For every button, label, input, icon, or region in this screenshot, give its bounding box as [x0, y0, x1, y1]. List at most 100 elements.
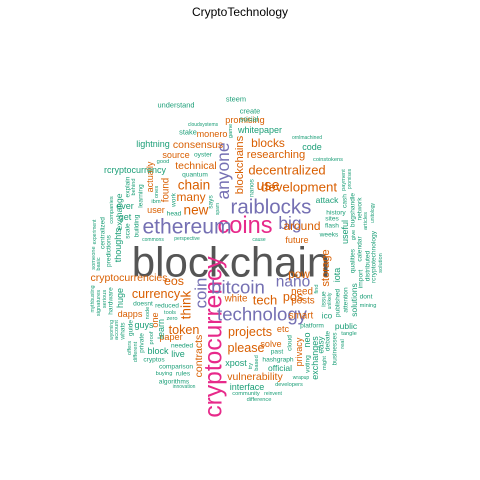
word-raiblocks: raiblocks — [231, 196, 312, 219]
word-real: real — [340, 339, 346, 348]
word-guys: guys — [134, 320, 154, 330]
word-payment: payment — [341, 169, 347, 191]
word-whitepaper: whitepaper — [237, 125, 282, 135]
word-official: official — [268, 363, 292, 373]
word-cryptocurrencies: cryptocurrencies — [90, 272, 167, 284]
word-nanos: nanos — [249, 178, 256, 197]
word-anyone: anyone — [213, 142, 233, 199]
word-whats: whats — [120, 322, 127, 341]
word-code: code — [302, 142, 322, 152]
word-work: work — [171, 192, 178, 208]
word-stake: stake — [179, 128, 197, 137]
word-wrapup: wrapup — [293, 375, 310, 381]
word-dont: dont — [360, 294, 373, 301]
word-token: token — [169, 323, 200, 337]
word-solution: solution — [378, 253, 384, 273]
word-says: says — [208, 195, 215, 209]
word-network: network — [357, 197, 364, 221]
word-iota: iota — [332, 268, 342, 283]
word-qualities: qualities — [350, 248, 357, 273]
word-good: good — [157, 159, 170, 165]
word-pos: pos — [283, 290, 303, 304]
word-many: many — [176, 190, 205, 204]
word-node: node — [145, 307, 151, 320]
word-solve: solve — [260, 339, 281, 349]
word-solutions: solutions — [349, 283, 359, 317]
word-building: building — [134, 214, 141, 237]
word-difference: difference — [247, 397, 272, 403]
word-private: private — [139, 333, 146, 353]
word-researching: researching — [247, 149, 305, 161]
word-buying: buying — [156, 371, 173, 377]
word-easy: easy — [317, 335, 326, 353]
word-explain: explain — [125, 176, 132, 197]
word-algorithms: algorithms — [159, 379, 190, 386]
word-promising: promising — [225, 115, 264, 125]
word-comparison: comparison — [159, 364, 193, 371]
word-chain: chain — [178, 178, 211, 193]
word-voting: voting — [305, 355, 312, 373]
word-basic: basic — [96, 257, 102, 270]
word-pow: pow — [288, 267, 310, 281]
word-different: different — [133, 341, 139, 362]
word-developers: developers — [275, 382, 303, 388]
word-articles: articles — [363, 212, 369, 230]
word-oyster: oyster — [194, 152, 213, 159]
word-neo: neo — [302, 332, 312, 347]
word-head: head — [167, 211, 182, 218]
word-someone: someone — [91, 246, 97, 269]
word-big: big — [278, 213, 301, 233]
word-use: use — [256, 178, 279, 194]
word-ornlmachined: ornlmachined — [292, 135, 322, 141]
word-tools: tools — [164, 310, 176, 316]
word-calendar: calendar — [357, 236, 364, 262]
word-think: think — [179, 290, 194, 319]
word-create: create — [240, 107, 261, 116]
word-projects: projects — [228, 325, 272, 339]
word-development: development — [261, 180, 337, 195]
word-user: user — [147, 205, 165, 215]
word-bugshandle: bugshandle — [350, 193, 357, 227]
word-cloud: cloud — [287, 335, 294, 351]
word-ibm: ibm — [151, 199, 160, 205]
word-block: block — [147, 346, 169, 356]
word-get: get — [119, 212, 132, 222]
word-needed: needed — [171, 343, 193, 350]
word-debate: debate — [325, 331, 332, 352]
word-public: public — [335, 321, 358, 331]
word-new: new — [184, 203, 209, 218]
word-blocks: blocks — [251, 136, 285, 150]
word-eos: eos — [164, 274, 184, 288]
word-import: import — [358, 270, 365, 288]
word-centralized: centralized — [100, 217, 107, 249]
word-proof: proof — [149, 331, 155, 344]
word-decentralized: decentralized — [248, 163, 325, 178]
word-xpost: xpost — [225, 358, 247, 368]
word-ever: ever — [116, 201, 134, 211]
word-live: live — [171, 349, 185, 359]
word-cash: cash — [342, 194, 349, 208]
word-platform: platform — [300, 323, 324, 330]
word-learning: learning — [138, 184, 145, 208]
word-useful: useful — [340, 220, 350, 244]
word-reduced: reduced — [155, 303, 179, 310]
word-actually: actually — [145, 161, 155, 192]
word-exchanges: exchanges — [310, 336, 320, 380]
word-game: game — [228, 124, 234, 138]
word-blockchain: blockchain — [132, 239, 330, 286]
word-white: white — [224, 294, 248, 305]
word-one: one — [150, 312, 160, 327]
word-distributed: distributed — [365, 250, 372, 281]
word-monero: monero — [197, 129, 228, 139]
word-signatures: signatures — [96, 290, 102, 316]
word-ethereum: ethereum — [142, 216, 231, 239]
word-hashgraph: hashgraph — [262, 357, 293, 364]
word-doesnt: doesnt — [133, 301, 153, 308]
word-source: source — [162, 150, 189, 160]
word-find: find — [314, 284, 320, 293]
word-quantum: quantum — [182, 172, 208, 179]
word-guide: guide — [128, 320, 135, 336]
word-issue: issue — [321, 291, 328, 307]
word-promises: promises — [347, 168, 353, 189]
